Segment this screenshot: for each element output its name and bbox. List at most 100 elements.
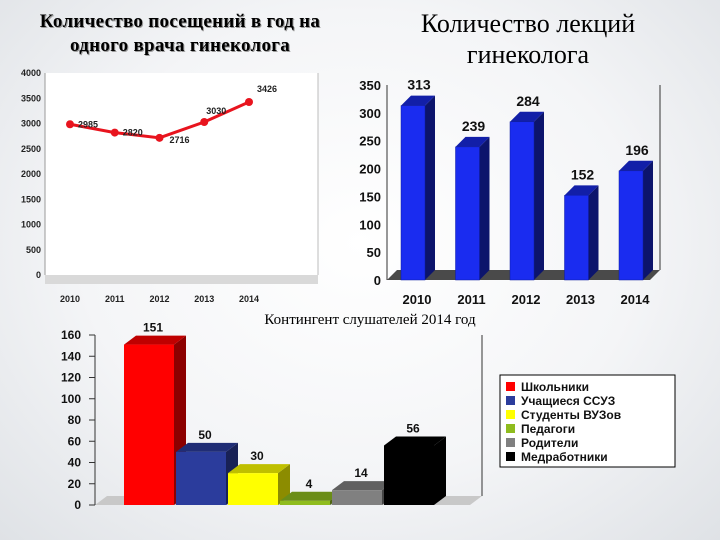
data-label: 50 — [198, 428, 212, 442]
data-label: 3030 — [206, 106, 226, 116]
y-tick-label: 500 — [26, 245, 41, 255]
bar-side — [643, 160, 653, 280]
bar — [618, 170, 644, 281]
bar — [400, 105, 426, 281]
y-tick-label: 40 — [68, 456, 82, 470]
y-tick-label: 120 — [61, 371, 81, 385]
data-label: 4 — [306, 477, 313, 491]
x-tick-label: 2013 — [194, 294, 214, 304]
data-label: 56 — [406, 422, 420, 436]
legend-swatch — [506, 382, 515, 391]
y-tick-label: 100 — [61, 392, 81, 406]
y-tick-label: 100 — [359, 217, 381, 232]
lectures-chart-title: Количество лекций гинеколога — [420, 9, 636, 69]
bar — [564, 195, 589, 281]
bar — [384, 445, 434, 505]
data-label: 14 — [354, 466, 368, 480]
data-point — [110, 128, 119, 137]
y-tick-label: 4000 — [21, 68, 41, 78]
data-label: 239 — [462, 118, 486, 134]
bar-side — [479, 136, 490, 280]
data-label: 313 — [407, 77, 431, 93]
y-tick-label: 3500 — [21, 93, 41, 103]
x-tick-label: 2011 — [457, 292, 485, 307]
y-tick-label: 250 — [359, 134, 381, 149]
legend-label: Педагоги — [521, 422, 575, 436]
audience-chart-title: Контингент слушателей 2014 год — [264, 312, 476, 328]
bar-side — [534, 111, 544, 281]
y-tick-label: 50 — [367, 245, 381, 260]
data-label: 2985 — [78, 119, 98, 129]
y-tick-label: 200 — [359, 162, 381, 177]
bar — [280, 500, 330, 505]
legend-swatch — [506, 424, 515, 433]
legend-swatch — [506, 452, 515, 461]
data-point — [66, 120, 74, 129]
legend-label: Школьники — [521, 380, 589, 394]
y-tick-label: 150 — [359, 189, 381, 204]
y-tick-label: 1500 — [21, 194, 41, 204]
y-tick-label: 60 — [68, 434, 82, 448]
legend-swatch — [506, 438, 515, 447]
y-tick-label: 160 — [61, 328, 81, 342]
legend-swatch — [506, 410, 515, 419]
bar — [228, 473, 278, 505]
legend-label: Медработники — [521, 450, 608, 464]
bar-top — [455, 136, 490, 147]
bar-side — [588, 185, 599, 280]
y-tick-label: 3000 — [21, 119, 41, 129]
bar-top — [401, 95, 435, 106]
legend-box — [499, 374, 676, 468]
plot-area — [45, 73, 318, 275]
data-label: 196 — [625, 142, 649, 158]
bar-side — [425, 95, 435, 280]
visits-chart-title: Количество посещений в год на одного вра… — [39, 11, 321, 56]
y-tick-label: 300 — [359, 106, 381, 121]
x-tick-label: 2014 — [621, 292, 651, 307]
y-tick-label: 350 — [359, 78, 381, 93]
bar-side — [434, 436, 446, 505]
legend-label: Студенты ВУЗов — [521, 408, 621, 422]
y-tick-label: 20 — [68, 477, 82, 491]
y-tick-label: 2500 — [21, 144, 41, 154]
x-tick-label: 2012 — [149, 294, 169, 304]
y-tick-label: 0 — [36, 270, 41, 280]
bar-top — [332, 481, 394, 491]
bar-top — [564, 185, 599, 196]
x-tick-label: 2010 — [60, 294, 80, 304]
data-point — [200, 117, 209, 126]
y-tick-label: 140 — [61, 349, 81, 363]
data-label: 152 — [571, 166, 595, 182]
y-tick-label: 80 — [68, 413, 82, 427]
x-tick-label: 2014 — [239, 294, 259, 304]
bar-top — [619, 160, 653, 171]
legend-label: Учащиеся ССУЗ — [521, 394, 615, 408]
bar — [176, 451, 226, 505]
y-tick-label: 2000 — [21, 169, 41, 179]
legend-swatch — [506, 396, 515, 405]
data-point — [245, 97, 253, 106]
data-label: 2716 — [170, 135, 190, 145]
bar-side — [278, 464, 290, 505]
data-label: 3426 — [257, 84, 277, 94]
x-tick-label: 2010 — [403, 292, 432, 307]
bar — [509, 121, 535, 281]
bar — [124, 344, 174, 505]
y-tick-label: 1000 — [21, 220, 41, 230]
bar — [455, 146, 480, 281]
y-tick-label: 0 — [374, 273, 381, 288]
floor — [45, 275, 318, 284]
bar-top — [384, 436, 446, 446]
bar-top — [280, 491, 342, 501]
y-tick-label: 0 — [74, 498, 81, 512]
x-tick-label: 2011 — [105, 294, 125, 304]
bar-top — [124, 335, 186, 345]
x-tick-label: 2013 — [566, 292, 595, 307]
data-label: 2820 — [123, 128, 143, 138]
legend-label: Родители — [521, 436, 578, 450]
data-label: 151 — [143, 321, 163, 335]
bar-top — [228, 464, 290, 474]
